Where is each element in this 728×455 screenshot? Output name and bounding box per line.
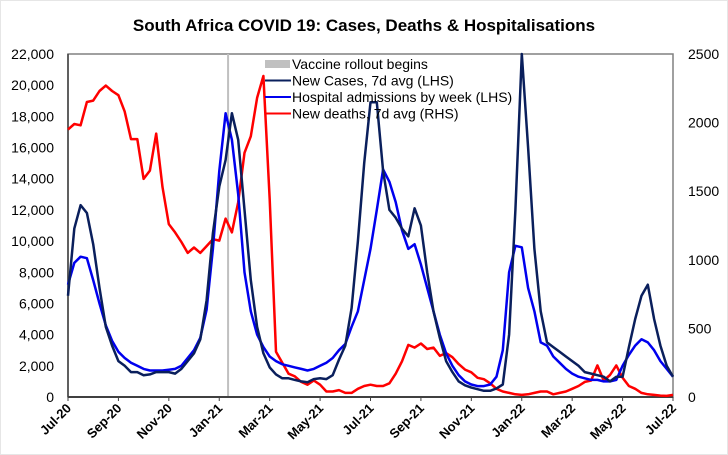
legend-label: New deaths, 7d avg (RHS)	[292, 106, 459, 122]
x-tick-label: Jan-21	[186, 401, 226, 441]
y-tick-label-left: 22,000	[11, 46, 54, 62]
x-tick-label: Sep-20	[84, 401, 125, 442]
y-tick-label-left: 6,000	[19, 295, 54, 311]
y-tick-label-left: 4,000	[19, 327, 54, 343]
y-tick-label-right: 1000	[688, 252, 719, 268]
x-tick-label: Nov-21	[436, 401, 477, 442]
x-tick-label: Mar-21	[236, 401, 276, 441]
y-tick-label-left: 14,000	[11, 171, 54, 187]
y-tick-label-right: 2000	[688, 115, 719, 131]
x-tick-label: Mar-22	[538, 401, 578, 441]
x-tick-label: May-21	[284, 401, 326, 443]
legend-label-vaccine: Vaccine rollout begins	[292, 56, 428, 72]
legend-label: New Cases, 7d avg (LHS)	[292, 73, 454, 89]
y-tick-label-right: 0	[688, 389, 696, 405]
x-tick-label: May-22	[587, 401, 629, 443]
y-tick-label-right: 1500	[688, 183, 719, 199]
series-line-new-cases	[66, 52, 675, 393]
y-tick-label-left: 0	[46, 389, 54, 405]
series-group	[66, 52, 675, 398]
x-tick-label: Sep-21	[386, 401, 427, 442]
legend-label: Hospital admissions by week (LHS)	[292, 89, 512, 105]
series-line-new-deaths	[67, 74, 674, 398]
y-tick-label-left: 2,000	[19, 358, 54, 374]
x-tick-label: Jul-22	[642, 401, 679, 438]
x-tick-label: Nov-20	[134, 401, 175, 442]
y-tick-label-left: 16,000	[11, 140, 54, 156]
y-tick-label-right: 2500	[688, 46, 719, 62]
y-tick-label-right: 500	[688, 320, 712, 336]
legend-swatch-vaccine	[265, 60, 290, 68]
x-tick-label: Jul-21	[339, 401, 376, 438]
y-tick-label-left: 18,000	[11, 108, 54, 124]
y-tick-label-left: 12,000	[11, 202, 54, 218]
x-tick-label: Jan-22	[488, 401, 528, 441]
chart-title: South Africa COVID 19: Cases, Deaths & H…	[132, 16, 596, 35]
y-tick-label-left: 10,000	[11, 233, 54, 249]
y-tick-label-left: 20,000	[11, 77, 54, 93]
x-tick-label: Jul-20	[37, 401, 74, 438]
series-line-hospital-admissions	[66, 111, 674, 388]
y-tick-label-left: 8,000	[19, 264, 54, 280]
